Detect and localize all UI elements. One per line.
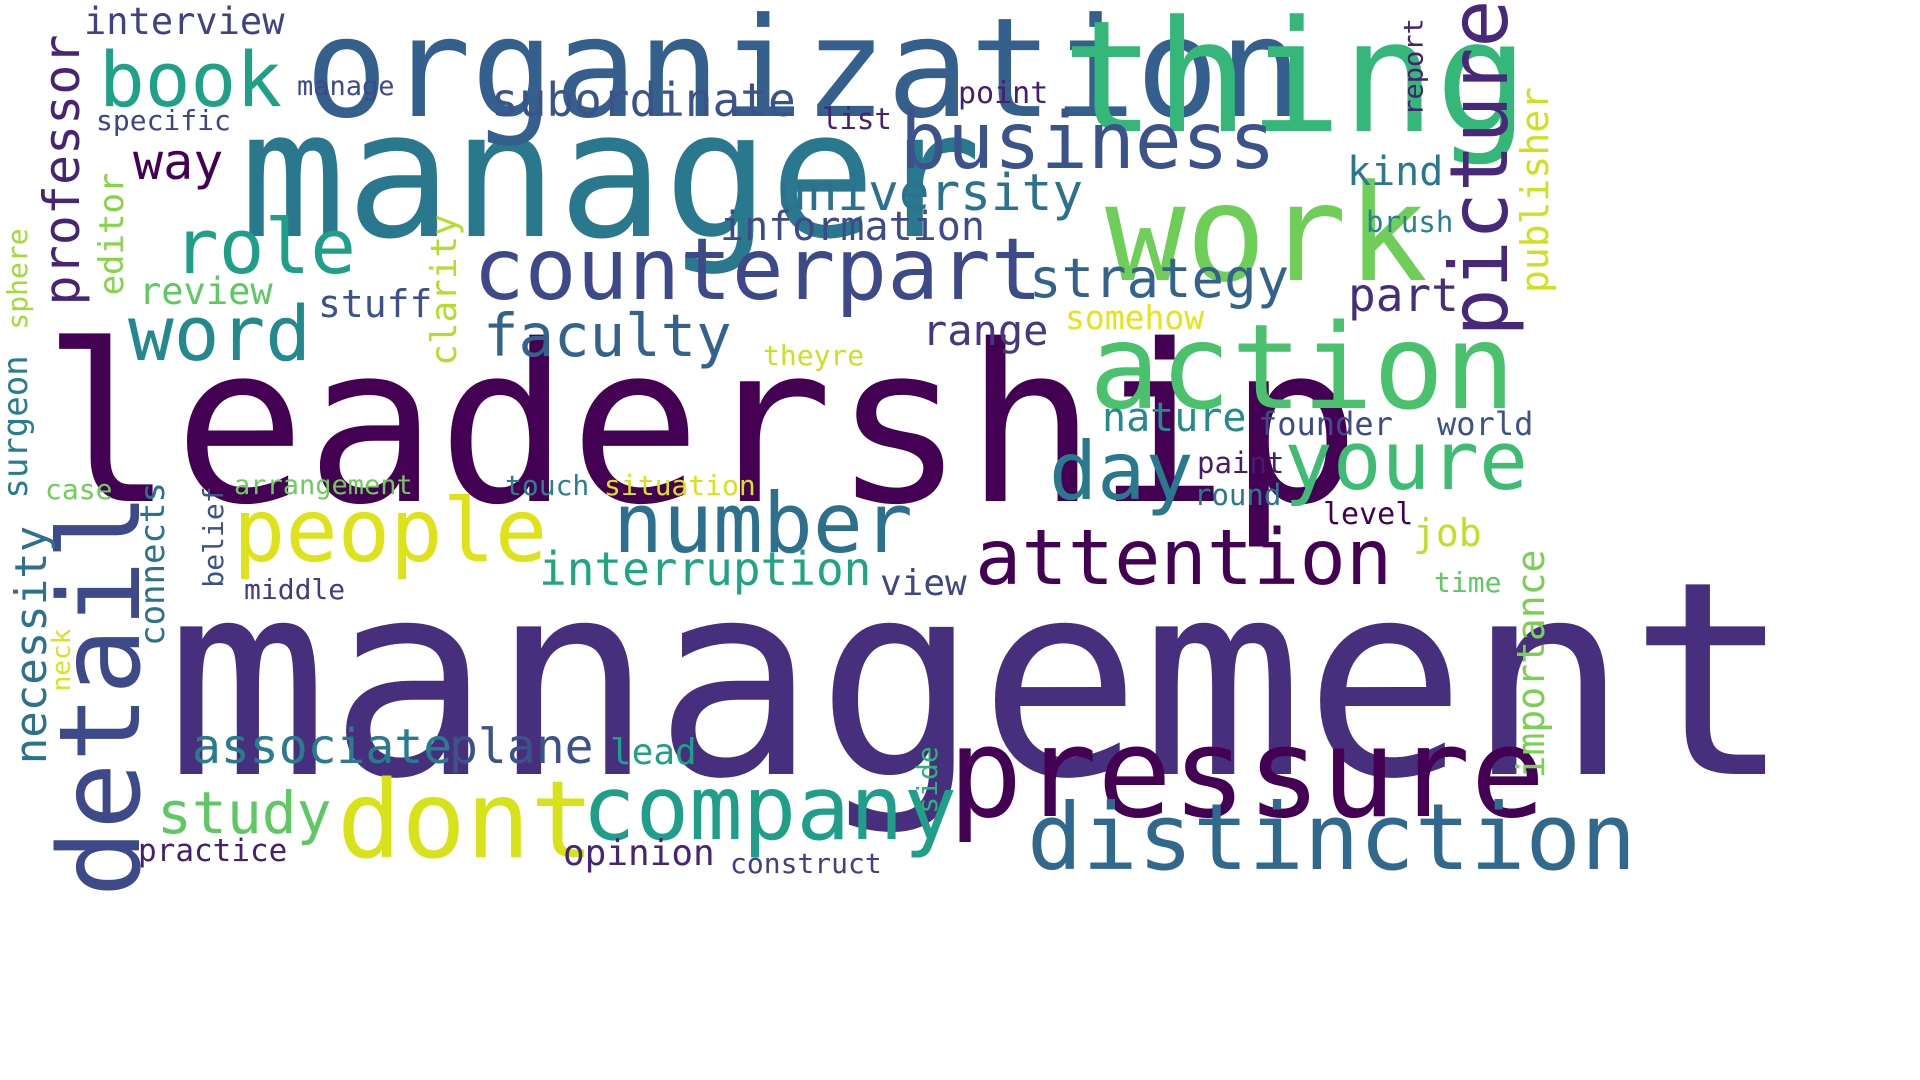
- word-word: word: [128, 289, 312, 378]
- word-job: job: [1413, 511, 1482, 555]
- word-youre: youre: [1284, 415, 1528, 509]
- word-organization: organization: [305, 0, 1302, 149]
- word-university: university: [776, 164, 1084, 223]
- word-professor: professor: [33, 34, 91, 306]
- word-faculty: faculty: [483, 301, 732, 370]
- word-belief: belief: [197, 486, 230, 588]
- word-number: number: [613, 475, 913, 572]
- word-importance: importance: [1509, 549, 1553, 779]
- word-somehow: somehow: [1065, 298, 1205, 337]
- word-practice: practice: [138, 833, 288, 869]
- word-editor: editor: [92, 172, 132, 296]
- word-way: way: [133, 133, 224, 191]
- word-plane: plane: [449, 719, 594, 775]
- word-arrangement: arrangement: [234, 470, 413, 501]
- word-book: book: [99, 35, 283, 124]
- word-stuff: stuff: [318, 282, 433, 326]
- word-case: case: [45, 473, 113, 506]
- word-attention: attention: [975, 514, 1393, 603]
- word-interview: interview: [84, 0, 285, 43]
- word-report: report: [1398, 18, 1430, 116]
- word-distinction: distinction: [1027, 784, 1637, 891]
- word-action: action: [1089, 298, 1516, 436]
- word-information: information: [720, 204, 985, 250]
- word-manager: manager: [240, 73, 982, 278]
- word-part: part: [1348, 268, 1459, 322]
- word-clarity: clarity: [424, 214, 465, 366]
- word-work: work: [1105, 156, 1428, 312]
- word-manage: manage: [297, 71, 395, 102]
- word-thing: thing: [1062, 0, 1529, 168]
- word-lead: lead: [610, 732, 697, 773]
- word-side: side: [911, 746, 944, 814]
- word-nature: nature: [1102, 395, 1247, 441]
- word-situation: situation: [604, 469, 756, 502]
- word-management: management: [166, 523, 1792, 838]
- word-paint: paint: [1197, 446, 1285, 480]
- word-study: study: [157, 779, 332, 847]
- word-specific: specific: [96, 104, 231, 137]
- word-list: list: [822, 102, 892, 136]
- word-time: time: [1434, 566, 1502, 599]
- word-kind: kind: [1347, 149, 1444, 195]
- word-level: level: [1323, 497, 1414, 532]
- word-dont: dont: [337, 759, 595, 883]
- word-leadership: leadership: [42, 298, 1361, 553]
- word-pressure: pressure: [948, 702, 1546, 846]
- word-connects: connects: [133, 482, 173, 646]
- word-opinion: opinion: [563, 833, 715, 874]
- word-point: point: [958, 76, 1049, 111]
- word-touch: touch: [505, 469, 590, 502]
- word-strategy: strategy: [1029, 247, 1290, 310]
- word-subordinate: subordinate: [491, 73, 796, 127]
- word-sphere: sphere: [1, 228, 34, 330]
- word-view: view: [880, 563, 967, 604]
- word-surgeon: surgeon: [0, 355, 36, 499]
- word-range: range: [922, 306, 1049, 355]
- word-neck: neck: [47, 628, 77, 692]
- word-review: review: [139, 270, 273, 313]
- word-construct: construct: [730, 847, 882, 880]
- word-business: business: [900, 97, 1276, 187]
- word-middle: middle: [244, 573, 346, 606]
- word-publisher: publisher: [1513, 87, 1557, 293]
- word-people: people: [233, 480, 548, 582]
- word-theyre: theyre: [763, 339, 865, 372]
- word-company: company: [582, 756, 958, 860]
- word-world: world: [1437, 405, 1534, 443]
- word-round: round: [1194, 478, 1282, 512]
- word-interruption: interruption: [539, 542, 872, 596]
- word-brush: brush: [1366, 205, 1454, 239]
- word-day: day: [1049, 425, 1194, 518]
- word-role: role: [173, 202, 357, 291]
- word-counterpart: counterpart: [473, 220, 1043, 320]
- word-founder: founder: [1258, 405, 1393, 443]
- word-associate: associate: [192, 719, 453, 775]
